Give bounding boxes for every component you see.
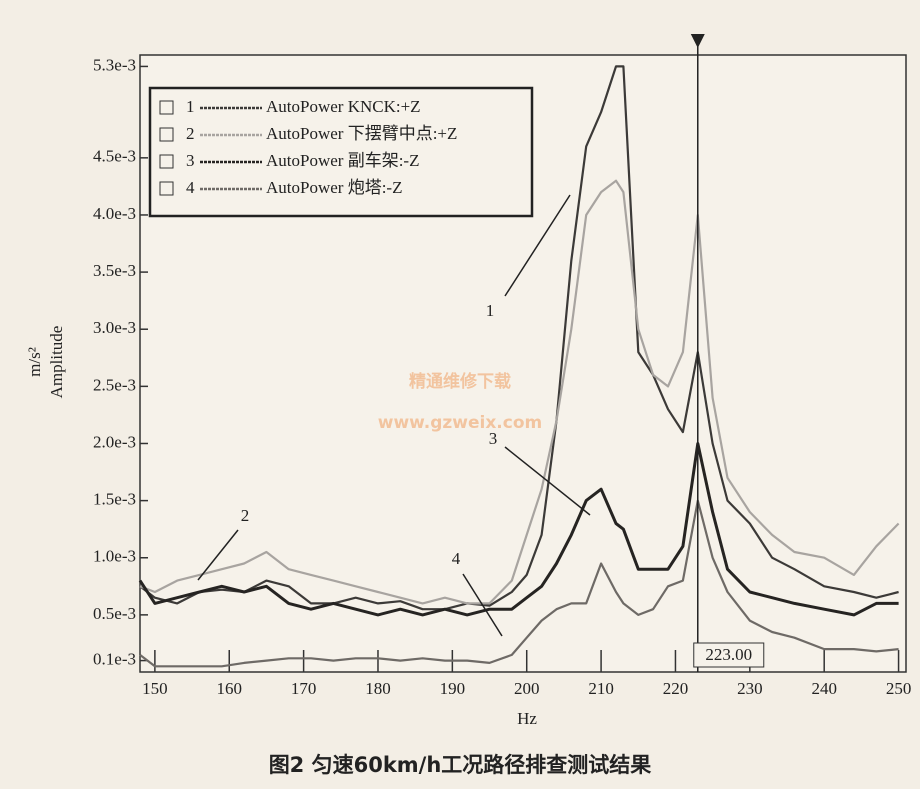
annotation-leader: [197, 529, 239, 581]
x-tick-label: 200: [514, 679, 540, 698]
cursor-marker: [690, 34, 705, 48]
x-tick-label: 210: [588, 679, 614, 698]
x-tick-label: 150: [142, 679, 168, 698]
annotation: 4: [452, 549, 461, 568]
annotation: 1: [486, 301, 495, 320]
x-tick-label: 230: [737, 679, 763, 698]
annotation-leader: [462, 573, 503, 637]
series-line: [139, 65, 899, 611]
legend-label: AutoPower KNCK:+Z: [266, 97, 421, 116]
cursor-label-box: [693, 642, 765, 668]
legend-label: AutoPower 副车架:-Z: [266, 151, 419, 170]
y-axis-label: Amplitude: [47, 326, 66, 399]
y-axis-unit: m/s²: [25, 347, 44, 377]
annotation: 3: [489, 429, 498, 448]
caption: 图2 匀速60km/h工况路径排查测试结果: [269, 753, 652, 777]
x-axis-label: Hz: [517, 709, 537, 728]
x-tick-label: 190: [440, 679, 466, 698]
legend-id: 3: [186, 151, 195, 170]
legend-label: AutoPower 下摆臂中点:+Z: [266, 124, 457, 143]
annotation: 2: [241, 506, 250, 525]
x-tick-label: 220: [663, 679, 689, 698]
y-tick-label: 3.0e-3: [93, 318, 136, 337]
y-tick-label: 3.5e-3: [93, 261, 136, 280]
legend-checkbox: [159, 154, 174, 169]
y-tick-label: 4.0e-3: [93, 204, 136, 223]
cursor-label: 223.00: [705, 645, 752, 664]
y-tick-label: 0.1e-3: [93, 649, 136, 668]
y-tick-label: 5.3e-3: [93, 55, 136, 74]
legend-id: 2: [186, 124, 195, 143]
y-tick-label: 2.0e-3: [93, 432, 136, 451]
series-line: [138, 442, 899, 617]
x-tick-label: 160: [216, 679, 242, 698]
legend-box: [148, 86, 534, 218]
series-line: [139, 179, 900, 605]
watermark: www.gzweix.com: [378, 413, 543, 433]
annotation-leader: [504, 194, 571, 297]
y-tick-label: 1.5e-3: [93, 490, 136, 509]
legend-label: AutoPower 炮塔:-Z: [266, 178, 402, 197]
legend-checkbox: [159, 181, 174, 196]
series-line: [139, 499, 899, 668]
x-tick-label: 240: [811, 679, 837, 698]
legend-id: 4: [186, 178, 195, 197]
annotation-leader: [504, 446, 591, 516]
legend-checkbox: [159, 100, 174, 115]
y-tick-label: 1.0e-3: [93, 547, 136, 566]
x-tick-label: 250: [886, 679, 912, 698]
x-tick-label: 180: [365, 679, 391, 698]
y-tick-label: 2.5e-3: [93, 375, 136, 394]
x-tick-label: 170: [291, 679, 317, 698]
legend-checkbox: [159, 127, 174, 142]
y-tick-label: 0.5e-3: [93, 604, 136, 623]
watermark: 精通维修下载: [409, 371, 511, 392]
legend-id: 1: [186, 97, 195, 116]
y-tick-label: 4.5e-3: [93, 147, 136, 166]
